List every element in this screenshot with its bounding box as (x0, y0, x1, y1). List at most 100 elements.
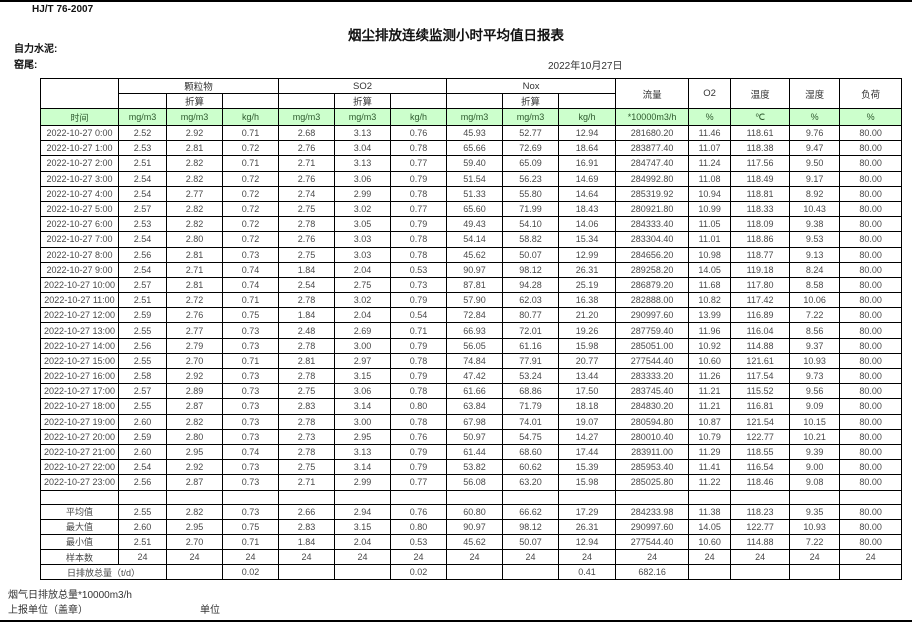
value-cell: 2.70 (166, 533, 223, 551)
empty-cell (615, 489, 690, 505)
value-cell: 2.52 (118, 124, 167, 142)
time-cell: 2022-10-27 13:00 (40, 322, 119, 339)
value-cell: 0.53 (390, 261, 448, 278)
value-cell: 0.79 (390, 170, 448, 187)
empty-cell (502, 489, 560, 505)
value-cell: 0.78 (390, 383, 448, 400)
time-column-header: 时间 (40, 108, 119, 126)
value-cell: 50.07 (502, 533, 560, 551)
group-load: 负荷 (839, 78, 903, 109)
value-cell: 54.14 (446, 231, 504, 248)
summary-label: 最小值 (40, 533, 119, 551)
value-cell: 2.76 (278, 231, 336, 248)
value-cell: 290997.60 (615, 518, 690, 535)
value-cell: 0.76 (390, 428, 448, 445)
value-cell: 117.56 (730, 155, 791, 172)
value-cell: 61.66 (446, 383, 504, 400)
value-cell: 1.84 (278, 307, 336, 324)
value-cell: 2.74 (278, 185, 336, 202)
value-cell: 90.97 (446, 518, 504, 535)
value-cell: 2.95 (334, 428, 392, 445)
value-cell: 2.56 (118, 474, 167, 491)
value-cell: 2.81 (166, 276, 223, 294)
value-cell: 66.93 (446, 322, 504, 339)
value-cell: 0.73 (221, 367, 280, 385)
value-cell: 80.00 (839, 322, 903, 339)
value-cell: 2.99 (334, 474, 392, 491)
value-cell: 11.46 (688, 124, 732, 142)
hour-row: 2022-10-27 5:00 2.57 2.82 0.72 2.75 3.02 0.77 6… (40, 200, 903, 218)
unit-cell: mg/m3 (278, 108, 336, 126)
value-cell: 55.80 (502, 185, 560, 202)
value-cell: 285953.40 (615, 459, 690, 476)
value-cell: 0.41 (558, 564, 617, 581)
value-cell: 10.15 (789, 413, 841, 430)
value-cell: 80.00 (839, 428, 903, 445)
value-cell: 0.73 (221, 398, 280, 415)
value-cell: 18.64 (558, 140, 617, 157)
time-cell: 2022-10-27 2:00 (40, 155, 119, 172)
value-cell: 0.79 (390, 216, 448, 233)
value-cell: 285051.00 (615, 337, 690, 354)
value-cell: 7.22 (789, 533, 841, 551)
value-cell: 2.04 (334, 533, 392, 551)
group-so2: SO2 (278, 78, 448, 94)
value-cell: 2.81 (166, 246, 223, 263)
value-cell: 80.00 (839, 474, 903, 491)
value-cell: 3.15 (334, 518, 392, 535)
value-cell: 2.75 (278, 459, 336, 476)
value-cell: 289258.20 (615, 261, 690, 278)
value-cell: 60.62 (502, 459, 560, 476)
value-cell: 12.99 (558, 246, 617, 263)
value-cell (789, 564, 841, 581)
value-cell: 17.50 (558, 383, 617, 400)
value-cell: 0.72 (221, 170, 280, 187)
time-header-spacer (40, 78, 119, 109)
value-cell: 10.60 (688, 533, 732, 551)
value-cell: 3.04 (334, 140, 392, 157)
value-cell: 0.72 (221, 185, 280, 202)
value-cell: 15.34 (558, 231, 617, 248)
value-cell: 2.04 (334, 261, 392, 278)
value-cell (166, 564, 223, 581)
value-cell: 94.28 (502, 276, 560, 294)
value-cell: 45.62 (446, 533, 504, 551)
value-cell: 11.41 (688, 459, 732, 476)
value-cell (446, 564, 504, 581)
unit-cell: mg/m3 (118, 108, 167, 126)
time-cell: 2022-10-27 11:00 (40, 292, 119, 309)
value-cell: 2.55 (118, 398, 167, 415)
empty-cell (278, 93, 336, 109)
unit-cell: mg/m3 (166, 108, 223, 126)
value-cell: 80.00 (839, 413, 903, 430)
unit-cell: % (839, 108, 903, 126)
value-cell: 50.07 (502, 246, 560, 263)
value-cell: 0.71 (221, 533, 280, 551)
empty-cell (839, 489, 903, 505)
value-cell: 0.77 (390, 155, 448, 172)
value-cell: 2.55 (118, 503, 167, 520)
value-cell: 0.73 (221, 246, 280, 263)
value-cell: 117.42 (730, 292, 791, 309)
value-cell: 2.71 (278, 155, 336, 172)
value-cell: 16.91 (558, 155, 617, 172)
value-cell: 0.53 (390, 533, 448, 551)
value-cell: 0.71 (390, 322, 448, 339)
value-cell: 2.87 (166, 398, 223, 415)
value-cell: 10.21 (789, 428, 841, 445)
value-cell: 80.00 (839, 383, 903, 400)
value-cell: 71.79 (502, 398, 560, 415)
value-cell: 80.00 (839, 292, 903, 309)
value-cell: 51.33 (446, 185, 504, 202)
unit-cell: kg/h (558, 108, 617, 126)
value-cell: 0.76 (390, 124, 448, 142)
hour-row: 2022-10-27 7:00 2.54 2.80 0.72 2.76 3.03 0.78 5… (40, 231, 903, 248)
value-cell: 9.38 (789, 216, 841, 233)
hour-row: 2022-10-27 2:00 2.51 2.82 0.71 2.71 3.13 0.77 5… (40, 155, 903, 172)
value-cell: 122.77 (730, 428, 791, 445)
value-cell: 0.73 (221, 337, 280, 354)
value-cell: 0.71 (221, 352, 280, 370)
value-cell: 24 (688, 549, 732, 566)
value-cell: 2.77 (166, 322, 223, 339)
value-cell: 0.79 (390, 292, 448, 309)
